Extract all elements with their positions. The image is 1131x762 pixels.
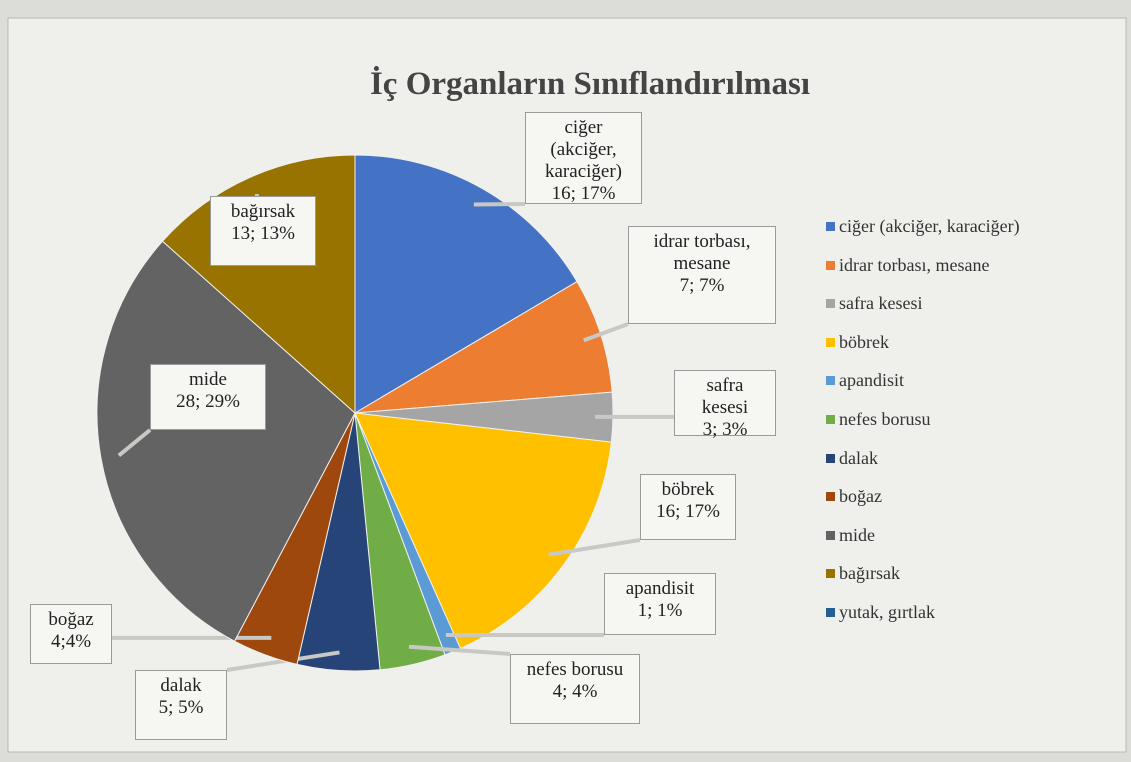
- legend-item: apandisit: [826, 370, 904, 391]
- legend-label: idrar torbası, mesane: [839, 254, 990, 275]
- data-label-category: idrar torbası, mesane: [653, 231, 751, 274]
- data-label-value: 16; 17%: [656, 501, 720, 522]
- data-label-category: nefes borusu: [526, 659, 624, 680]
- legend-swatch: [826, 530, 835, 540]
- data-label-value: 1; 1%: [637, 600, 683, 621]
- legend-label: nefes borusu: [839, 409, 931, 429]
- legend-item: ciğer (akciğer, karaciğer): [826, 216, 1020, 237]
- legend-label: böbrek: [839, 331, 889, 352]
- legend-item: bağırsak: [826, 563, 900, 584]
- leader-line: [548, 538, 641, 557]
- legend-swatch: [826, 453, 835, 463]
- legend-item: nefes borusu: [826, 409, 930, 430]
- pie-slice: [96, 240, 356, 642]
- data-label-category: ciğer (akciğer, karaciğer): [545, 117, 622, 182]
- data-label-value: 4; 4%: [552, 681, 598, 702]
- data-label-value: 16; 17%: [551, 183, 616, 204]
- legend-item: mide: [826, 525, 875, 546]
- data-label: ciğer (akciğer, karaciğer) 16; 17%: [525, 112, 642, 204]
- data-label-category: mide: [189, 369, 227, 390]
- legend-label: safra kesesi: [839, 293, 923, 314]
- data-label: safra kesesi 3; 3%: [674, 370, 776, 440]
- legend-item: yutak, gırtlak: [826, 602, 935, 623]
- leader-line: [408, 644, 511, 656]
- data-label: mide 28; 29%: [150, 364, 266, 430]
- legend-item: safra kesesi: [826, 293, 922, 314]
- leader-line: [473, 202, 526, 207]
- legend-swatch: [826, 569, 835, 579]
- legend-swatch: [826, 376, 835, 386]
- legend-swatch: [826, 608, 835, 617]
- legend-label: yutak, gırtlak: [839, 602, 935, 622]
- data-label: boğaz 4;4%: [30, 604, 112, 664]
- data-label-category: bağırsak: [230, 201, 296, 222]
- legend-item: dalak: [826, 448, 878, 469]
- legend-item: böbrek: [826, 332, 889, 353]
- data-label: dalak 5; 5%: [135, 670, 227, 740]
- data-label-value: 3; 3%: [702, 419, 748, 440]
- leader-line: [117, 428, 152, 458]
- data-label-value: 28; 29%: [176, 391, 240, 412]
- data-label: apandisit 1; 1%: [604, 573, 716, 635]
- data-label: böbrek 16; 17%: [640, 474, 736, 540]
- pie-slice: [354, 154, 578, 414]
- legend-label: boğaz: [839, 486, 882, 507]
- legend-label: dalak: [839, 447, 878, 468]
- data-label-category: böbrek: [661, 479, 715, 500]
- legend-swatch: [826, 415, 835, 424]
- data-label: nefes borusu 4; 4%: [510, 654, 640, 724]
- data-label-value: 5; 5%: [158, 697, 204, 718]
- data-label-category: safra kesesi: [701, 375, 749, 418]
- legend-label: mide: [839, 524, 875, 545]
- legend-label: bağırsak: [839, 563, 900, 584]
- legend-swatch: [826, 222, 835, 231]
- legend-swatch: [826, 260, 835, 270]
- data-label-category: apandisit: [625, 578, 695, 599]
- data-label-value: 7; 7%: [679, 275, 725, 296]
- leader-line: [582, 322, 629, 343]
- data-label: idrar torbası, mesane 7; 7%: [628, 226, 776, 324]
- data-label-value: 4;4%: [50, 631, 92, 652]
- data-label-category: dalak: [160, 675, 202, 696]
- legend-item: idrar torbası, mesane: [826, 255, 989, 276]
- legend-swatch: [826, 337, 835, 347]
- legend-swatch: [826, 492, 835, 502]
- chart-title: İç Organların Sınıflandırılması: [369, 66, 811, 102]
- legend-item: boğaz: [826, 486, 882, 507]
- legend-swatch: [826, 299, 835, 309]
- data-label: bağırsak 13; 13%: [210, 196, 316, 266]
- legend-label: ciğer (akciğer, karaciğer): [839, 216, 1020, 236]
- legend-label: apandisit: [839, 370, 904, 391]
- data-label-value: 13; 13%: [231, 223, 295, 244]
- data-label-category: boğaz: [48, 609, 94, 630]
